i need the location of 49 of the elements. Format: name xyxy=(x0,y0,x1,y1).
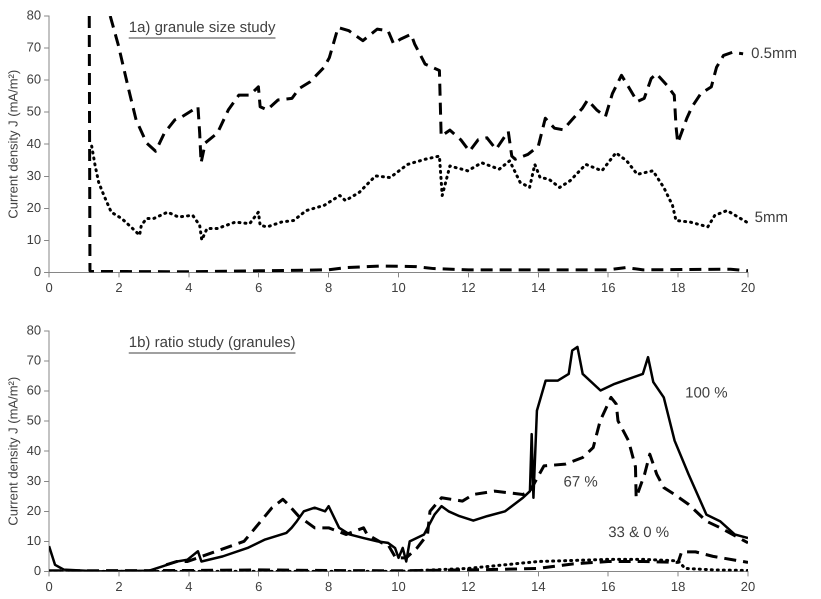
y-tick-label: 10 xyxy=(26,232,42,247)
x-tick-label: 16 xyxy=(600,578,616,594)
y-tick-label: 40 xyxy=(26,442,42,458)
x-tick-label: 2 xyxy=(115,280,123,295)
annotation: 0.5mm xyxy=(751,44,797,62)
x-tick-label: 10 xyxy=(391,578,406,594)
y-tick-label: 60 xyxy=(26,72,42,87)
x-tick-label: 18 xyxy=(670,578,686,594)
x-tick-label: 10 xyxy=(391,280,406,295)
y-tick-label: 70 xyxy=(26,352,42,368)
y-axis-title: Current density J (mA/m²) xyxy=(5,376,20,526)
x-tick-label: 0 xyxy=(45,280,53,295)
annotation: 100 % xyxy=(685,384,728,402)
x-tick-label: 4 xyxy=(185,280,192,295)
y-tick-label: 30 xyxy=(26,472,42,488)
x-tick-label: 14 xyxy=(531,280,546,295)
annotation: 67 % xyxy=(563,474,598,491)
y-tick-label: 80 xyxy=(26,8,42,23)
x-tick-label: 8 xyxy=(325,280,332,295)
x-tick-label: 14 xyxy=(531,578,546,594)
chart-title: 1b) ratio study (granules) xyxy=(128,334,296,352)
y-tick-label: 50 xyxy=(26,104,42,119)
x-tick-label: 6 xyxy=(255,280,262,295)
y-tick-label: 40 xyxy=(26,136,42,151)
y-axis-title: Current density J (mA/m²) xyxy=(5,70,20,219)
y-tick-label: 20 xyxy=(26,200,42,215)
x-tick-label: 12 xyxy=(461,280,476,295)
annotation: 5mm xyxy=(754,209,788,226)
x-tick-label: 16 xyxy=(600,280,616,295)
y-tick-label: 80 xyxy=(26,322,42,338)
x-tick-label: 12 xyxy=(461,578,476,594)
y-tick-label: 30 xyxy=(26,168,42,183)
x-tick-label: 8 xyxy=(325,578,332,594)
x-tick-label: 20 xyxy=(740,280,756,295)
x-tick-label: 20 xyxy=(740,578,756,594)
x-tick-label: 4 xyxy=(185,578,192,594)
y-tick-label: 0 xyxy=(34,264,42,279)
chart-title: 1a) granule size study xyxy=(128,19,276,36)
x-tick-label: 18 xyxy=(670,280,686,295)
x-tick-label: 2 xyxy=(115,578,123,594)
y-tick-label: 70 xyxy=(26,40,42,55)
annotation: 33 & 0 % xyxy=(608,524,670,542)
y-tick-label: 0 xyxy=(34,562,42,578)
x-tick-label: 0 xyxy=(45,578,53,594)
y-tick-label: 10 xyxy=(26,532,42,548)
y-tick-label: 60 xyxy=(26,382,42,398)
x-tick-label: 6 xyxy=(255,578,262,594)
y-tick-label: 20 xyxy=(26,502,42,518)
y-tick-label: 50 xyxy=(26,412,42,428)
